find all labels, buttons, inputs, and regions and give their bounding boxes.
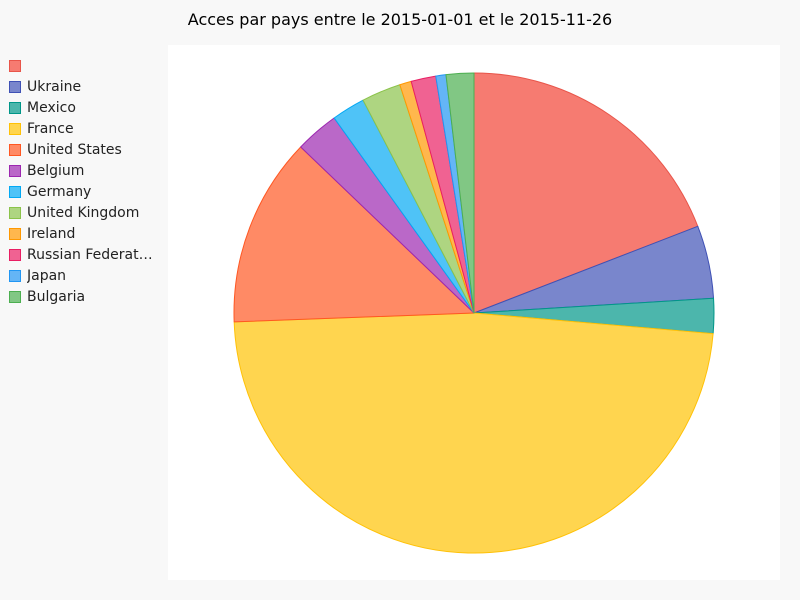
legend-item[interactable] [9, 55, 159, 76]
legend-swatch [9, 269, 21, 282]
legend-item[interactable]: Germany [9, 181, 159, 202]
legend-swatch [9, 143, 21, 156]
legend-label: Bulgaria [27, 288, 86, 305]
legend-label: Germany [27, 183, 92, 200]
legend-item[interactable]: Ukraine [9, 76, 159, 97]
legend-swatch [9, 59, 21, 72]
legend-swatch [9, 248, 21, 261]
legend-swatch [9, 122, 21, 135]
legend-label: Ireland [27, 225, 76, 242]
legend-label: United Kingdom [27, 204, 140, 221]
legend-label: France [27, 120, 74, 137]
legend-item[interactable]: Ireland [9, 223, 159, 244]
legend-label: Russian Federation [27, 246, 155, 263]
pie-slice[interactable] [233, 146, 475, 323]
legend-item[interactable]: United Kingdom [9, 202, 159, 223]
legend-item[interactable]: France [9, 118, 159, 139]
legend-label: United States [27, 141, 122, 158]
pie-slice[interactable] [445, 72, 475, 314]
legend: Ukraine Mexico France United States Belgium G… [9, 55, 159, 307]
legend-swatch [9, 227, 21, 240]
legend-item[interactable]: Belgium [9, 160, 159, 181]
legend-item[interactable]: Russian Federation [9, 244, 159, 265]
legend-swatch [9, 185, 21, 198]
legend-item[interactable]: Bulgaria [9, 286, 159, 307]
legend-label: Ukraine [27, 78, 82, 95]
legend-swatch [9, 206, 21, 219]
legend-item[interactable]: Mexico [9, 97, 159, 118]
legend-label: Mexico [27, 99, 76, 116]
pie-chart [233, 72, 715, 554]
legend-swatch [9, 164, 21, 177]
legend-swatch [9, 80, 21, 93]
legend-label: Belgium [27, 162, 85, 179]
legend-swatch [9, 290, 21, 303]
plot-area [168, 45, 780, 580]
legend-item[interactable]: United States [9, 139, 159, 160]
chart-title: Acces par pays entre le 2015-01-01 et le… [187, 10, 613, 29]
pie-slice[interactable] [473, 72, 699, 314]
legend-swatch [9, 101, 21, 114]
legend-label: Japan [27, 267, 67, 284]
pie-slice[interactable] [233, 312, 714, 554]
legend-item[interactable]: Japan [9, 265, 159, 286]
